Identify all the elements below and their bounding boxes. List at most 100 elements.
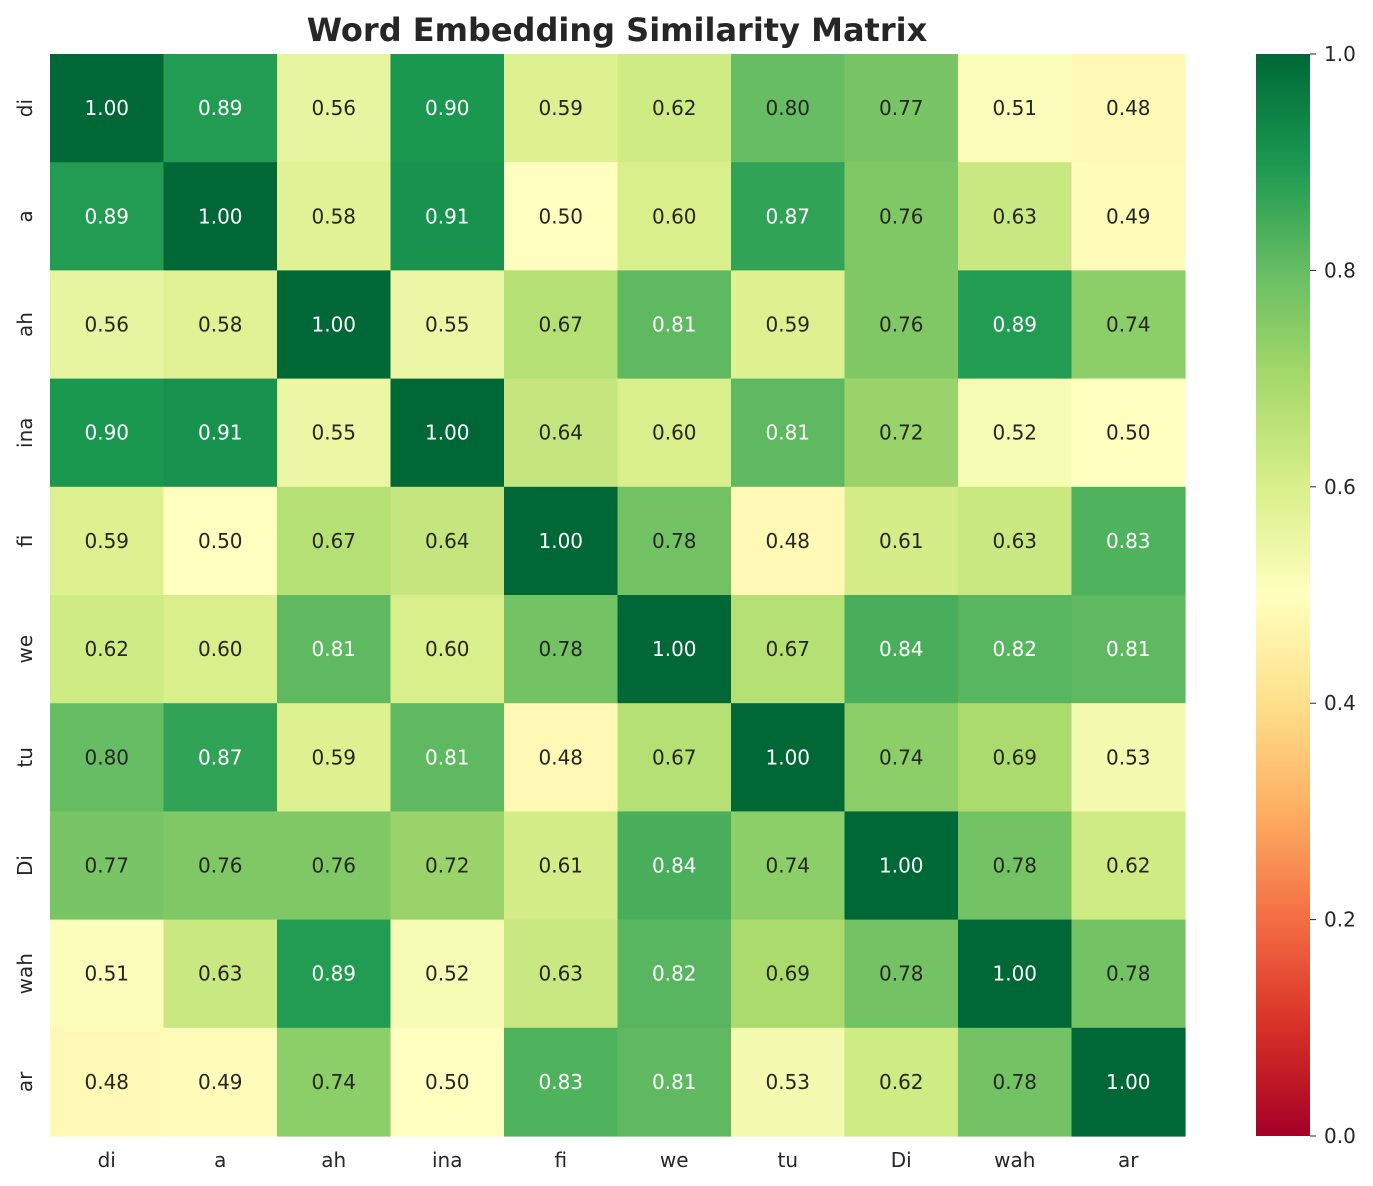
cell-value-label: 0.63 [992,529,1037,553]
colorbar-ticks: 0.0 0.2 0.4 0.6 0.8 1.0 [1310,42,1356,1148]
cell-value-label: 0.59 [84,529,129,553]
cell-value-label: 0.49 [198,1070,243,1094]
x-tick-label: wah [994,1148,1035,1172]
cell-value-label: 1.00 [765,745,810,769]
heatmap-cell [50,1027,165,1137]
cell-value-label: 0.81 [425,745,470,769]
cell-value-label: 0.59 [311,745,356,769]
heatmap-cell [958,54,1073,163]
colorbar-tick-label: 0.8 [1324,258,1356,282]
heatmap-cell [1071,270,1186,380]
cell-value-label: 0.76 [311,854,356,878]
y-tick-label: wah [13,953,37,994]
cell-value-label: 0.62 [879,1070,924,1094]
x-tick-label: a [214,1148,226,1172]
cell-value-label: 0.76 [879,313,924,337]
cell-value-label: 1.00 [992,962,1037,986]
cell-value-label: 0.72 [879,421,924,445]
cell-value-label: 0.90 [425,96,470,120]
cell-value-label: 1.00 [879,854,924,878]
cell-value-label: 0.48 [538,745,583,769]
cell-value-label: 0.84 [652,854,697,878]
cell-value-label: 0.48 [765,529,810,553]
y-tick-label: ah [13,312,37,337]
cell-value-label: 0.67 [652,745,697,769]
heatmap-cell [163,378,278,488]
cell-value-label: 0.82 [992,637,1037,661]
colorbar-tick-label: 1.0 [1324,42,1356,66]
heatmap-cell [504,1027,619,1137]
cell-value-label: 0.80 [765,96,810,120]
cell-value-label: 0.81 [652,1070,697,1094]
heatmap-cell [504,595,619,704]
colorbar-tick-label: 0.6 [1324,475,1356,499]
heatmap-cell [958,811,1073,921]
x-tick-label: tu [777,1148,798,1172]
cell-value-label: 0.67 [765,637,810,661]
cell-value-label: 0.81 [1106,637,1151,661]
cell-value-label: 0.74 [765,854,810,878]
y-tick-label: Di [13,855,37,876]
colorbar-gradient [1256,54,1310,1136]
cell-value-label: 1.00 [84,96,129,120]
cell-value-label: 0.90 [84,421,129,445]
heatmap-cell [504,270,619,380]
heatmap-cell [958,595,1073,704]
heatmap-cell [617,270,732,380]
heatmap-cell [958,1027,1073,1137]
heatmap-cell [1071,1027,1186,1137]
heatmap-cell [1071,703,1186,812]
heatmap-cell [958,270,1073,380]
heatmap-cell [50,378,165,488]
y-tick-label: a [13,210,37,222]
x-tick-label: Di [891,1148,912,1172]
cell-value-label: 0.52 [425,962,470,986]
heatmap-cell [844,703,959,812]
heatmap-cell [617,486,732,596]
heatmap-cell [731,595,846,704]
heatmap-cell [731,703,846,812]
heatmap-cell [731,378,846,488]
cell-value-label: 0.78 [652,529,697,553]
heatmap-cell [277,378,392,488]
cell-value-label: 0.49 [1106,204,1151,228]
cell-value-label: 0.51 [84,962,129,986]
heatmap-cell [844,378,959,488]
cell-value-label: 0.81 [652,313,697,337]
heatmap-cell [163,811,278,921]
heatmap-cell [731,1027,846,1137]
cell-value-label: 0.60 [425,637,470,661]
y-tick-label: fi [13,535,37,548]
heatmap-cell [504,703,619,812]
heatmap-cell [163,919,278,1029]
heatmap-cell [731,919,846,1029]
heatmap-cell [163,54,278,163]
cell-value-label: 0.89 [311,962,356,986]
heatmap-cell [844,54,959,163]
heatmap-cell [1071,54,1186,163]
heatmap-cell [50,162,165,271]
x-tick-label: ah [321,1148,346,1172]
cell-value-label: 0.72 [425,854,470,878]
heatmap-cell [1071,486,1186,596]
heatmap-cell [390,919,505,1029]
heatmap-cell [731,811,846,921]
cell-value-label: 0.60 [652,204,697,228]
cell-value-label: 0.69 [992,745,1037,769]
heatmap-cell [50,703,165,812]
heatmap-cell [277,162,392,271]
x-tick-label: di [98,1148,116,1172]
x-tick-label: we [660,1148,689,1172]
cell-value-label: 0.61 [538,854,583,878]
cell-value-label: 0.69 [765,962,810,986]
heatmap-cell [277,1027,392,1137]
cell-value-label: 0.60 [652,421,697,445]
heatmap-cells: 1.00 0.89 0.56 0.90 0.59 0.62 0.80 0.77 0.51 0.48… [50,54,1186,1137]
heatmap-cell [617,811,732,921]
cell-value-label: 0.51 [992,96,1037,120]
heatmap-cell [617,703,732,812]
heatmap-cell [390,162,505,271]
heatmap-cell [50,270,165,380]
heatmap-cell [390,811,505,921]
heatmap-cell [731,54,846,163]
